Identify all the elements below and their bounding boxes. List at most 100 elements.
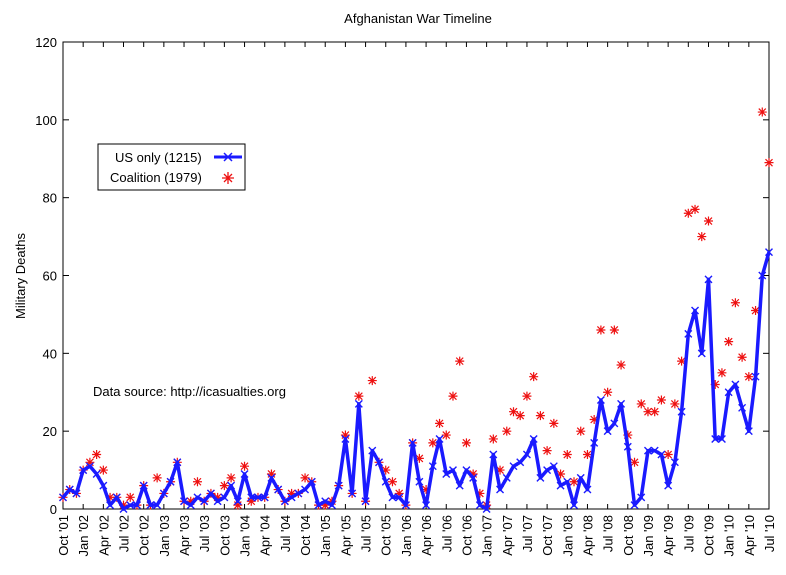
us-point <box>603 427 612 436</box>
y-tick-label: 40 <box>43 346 57 361</box>
us-point <box>233 497 242 506</box>
us-point <box>630 501 639 510</box>
us-point <box>274 485 283 494</box>
us-point <box>489 450 498 459</box>
us-point <box>522 450 531 459</box>
coalition-point <box>226 473 236 483</box>
x-tick-label: Oct '05 <box>379 515 394 556</box>
us-point <box>99 481 108 490</box>
coalition-point <box>421 485 431 495</box>
coalition-point <box>367 376 377 386</box>
us-point <box>556 481 565 490</box>
coalition-point <box>562 450 572 460</box>
us-point <box>650 446 659 455</box>
coalition-point <box>488 434 498 444</box>
x-tick-label: Oct '01 <box>56 515 71 556</box>
x-axis: Oct '01 Jan '02 Apr '02 Jul '02 Oct '02 Jan '… <box>56 42 777 557</box>
coalition-point <box>186 496 196 506</box>
us-point <box>711 434 720 443</box>
us-point <box>126 501 135 510</box>
coalition-point <box>663 450 673 460</box>
x-tick-label: Apr '09 <box>661 515 676 556</box>
us-point <box>509 462 518 471</box>
us-point <box>260 493 269 502</box>
us-point <box>112 493 121 502</box>
us-point <box>348 489 357 498</box>
us-point <box>294 489 303 498</box>
x-tick-label: Jan '07 <box>480 515 495 557</box>
us-point <box>401 501 410 510</box>
us-point <box>287 493 296 502</box>
us-point <box>334 481 343 490</box>
us-point <box>583 485 592 494</box>
coalition-point <box>596 325 606 335</box>
us-point <box>422 501 431 510</box>
us-point <box>455 481 464 490</box>
us-point <box>220 493 229 502</box>
us-point <box>657 450 666 459</box>
us-point <box>448 466 457 475</box>
us-point <box>132 501 141 510</box>
us-point <box>301 485 310 494</box>
us-point <box>664 481 673 490</box>
x-tick-label: Jan '05 <box>318 515 333 557</box>
coalition-point <box>589 414 599 424</box>
us-point <box>549 462 558 471</box>
coalition-point <box>85 457 95 467</box>
coalition-point <box>266 469 276 479</box>
coalition-point <box>475 488 485 498</box>
y-tick-label: 80 <box>43 191 57 206</box>
coalition-point <box>522 391 532 401</box>
coalition-point <box>502 426 512 436</box>
x-tick-label: Jul '05 <box>359 515 374 552</box>
us-point <box>576 473 585 482</box>
us-point <box>731 380 740 389</box>
us-point <box>516 458 525 467</box>
coalition-point <box>744 372 754 382</box>
y-axis-label: Military Deaths <box>13 233 28 319</box>
coalition-point <box>455 356 465 366</box>
legend-box <box>97 143 246 191</box>
us-point <box>341 434 350 443</box>
coalition-point <box>98 465 108 475</box>
coalition-point <box>650 407 660 417</box>
us-point <box>623 442 632 451</box>
us-point <box>469 473 478 482</box>
coalition-point <box>677 356 687 366</box>
x-tick-label: Oct '04 <box>298 515 313 556</box>
us-line <box>61 251 771 511</box>
coalition-point <box>381 465 391 475</box>
coalition-point <box>213 492 223 502</box>
x-tick-label: Jul '03 <box>197 515 212 552</box>
us-point <box>280 497 289 506</box>
us-point <box>717 434 726 443</box>
coalition-point <box>703 216 713 226</box>
coalition-point <box>737 352 747 362</box>
coalition-point <box>542 446 552 456</box>
y-tick-label: 0 <box>50 502 57 517</box>
us-point <box>159 489 168 498</box>
x-tick-label: Apr '03 <box>177 515 192 556</box>
coalition-point <box>616 360 626 370</box>
x-tick-label: Apr '07 <box>500 515 515 556</box>
us-point <box>186 501 195 510</box>
us-point <box>166 477 175 486</box>
us-point <box>617 399 626 408</box>
coalition-point <box>670 399 680 409</box>
us-point <box>596 396 605 405</box>
coalition-point <box>697 232 707 242</box>
coalition-point <box>643 407 653 417</box>
us-point <box>502 473 511 482</box>
coalition-point <box>569 477 579 487</box>
coalition-point <box>764 158 774 168</box>
x-tick-label: Oct '09 <box>701 515 716 556</box>
x-tick-label: Jul '06 <box>439 515 454 552</box>
y-tick-label: 20 <box>43 424 57 439</box>
x-tick-label: Jan '09 <box>641 515 656 557</box>
legend-label-us: US only (1215) <box>115 150 202 165</box>
us-point <box>307 477 316 486</box>
y-tick-label: 60 <box>43 269 57 284</box>
us-point <box>314 501 323 510</box>
us-point <box>765 248 773 257</box>
us-point <box>529 434 538 443</box>
